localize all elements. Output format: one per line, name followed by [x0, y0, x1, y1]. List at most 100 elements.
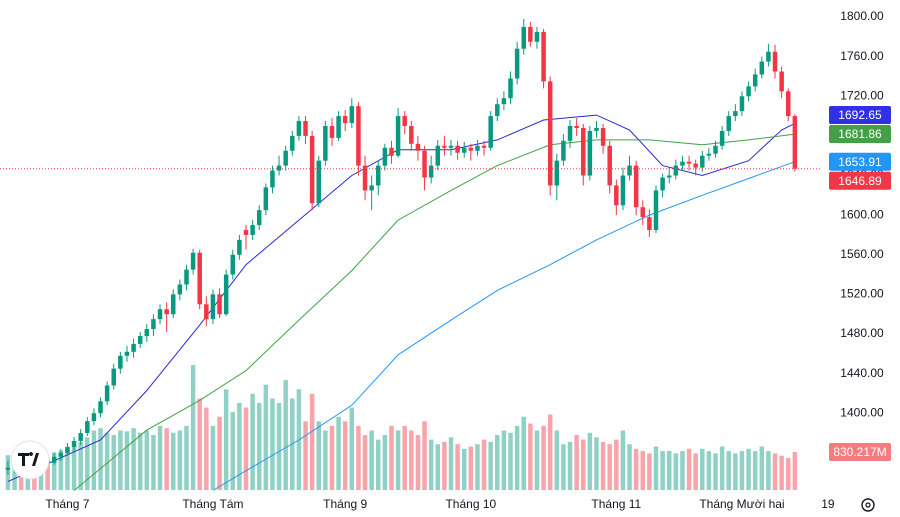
volume-bar	[217, 416, 222, 490]
volume-bar	[336, 416, 341, 490]
tradingview-logo[interactable]	[10, 440, 50, 480]
candle-body	[5, 467, 11, 470]
volume-bar	[574, 435, 579, 490]
settings-icon[interactable]	[861, 498, 875, 512]
candle-body	[581, 127, 586, 176]
volume-bar	[600, 441, 606, 490]
moving-average-line	[7, 114, 796, 483]
candle-body	[607, 145, 612, 186]
candle-body	[719, 130, 725, 146]
candle-body	[600, 127, 606, 146]
volume-bar	[58, 450, 64, 490]
candle-body	[276, 165, 282, 171]
candle-body	[78, 433, 83, 441]
candle-body	[91, 413, 97, 422]
volume-bar	[719, 446, 725, 490]
y-tick-label: 1560.00	[840, 247, 884, 261]
y-tick-label: 1440.00	[840, 366, 884, 380]
ma-value-badge-text: 1653.91	[838, 155, 882, 169]
candle-body	[137, 335, 143, 344]
volume-bar	[323, 430, 328, 490]
volume-bar	[329, 425, 335, 490]
candle-body	[653, 190, 659, 230]
candle-body	[104, 385, 110, 402]
candle-body	[435, 145, 441, 166]
volume-bar	[204, 407, 209, 490]
volume-bar	[303, 421, 308, 490]
volume-bar	[131, 428, 136, 490]
volume-bar	[733, 453, 738, 490]
candle-body	[65, 446, 70, 453]
volume-bar	[362, 435, 368, 490]
volume-bar	[71, 446, 77, 490]
volume-bar	[210, 425, 216, 490]
volume-bar	[700, 448, 705, 490]
volume-bar	[91, 430, 97, 490]
candle-body	[752, 74, 758, 87]
candle-body	[541, 31, 546, 82]
candle-body	[448, 145, 454, 148]
candle-body	[561, 140, 566, 161]
volume-bar	[627, 444, 632, 490]
candle-body	[594, 127, 599, 131]
volume-bar	[746, 448, 751, 490]
volume-bar	[415, 435, 421, 490]
candle-body	[230, 254, 236, 275]
candle-body	[85, 421, 90, 434]
candle-body	[567, 125, 573, 141]
candle-body	[223, 274, 229, 315]
volume-bar	[309, 393, 315, 490]
volume-bar	[184, 425, 189, 490]
volume-bar	[633, 448, 639, 490]
candle-body	[409, 125, 414, 144]
volume-bar	[389, 425, 394, 490]
volume-bar	[197, 398, 202, 490]
volume-bar	[263, 384, 269, 490]
volume-bar	[647, 453, 652, 490]
candle-body	[98, 401, 103, 414]
volume-bar	[488, 441, 493, 490]
volume-bar	[85, 437, 90, 490]
candle-body	[706, 153, 712, 156]
volume-bar	[779, 455, 784, 490]
candle-body	[210, 294, 216, 320]
volume-bar	[547, 414, 553, 490]
volume-bar	[151, 435, 156, 490]
volume-bar	[177, 430, 183, 490]
volume-bar	[164, 428, 169, 490]
last-price-badge-text: 1646.89	[838, 174, 882, 188]
volume-bar	[521, 416, 526, 490]
y-tick-label: 1520.00	[840, 287, 884, 301]
volume-bar	[713, 453, 718, 490]
candle-body	[726, 116, 731, 131]
candle-body	[336, 116, 341, 138]
volume-bar	[442, 441, 447, 490]
candle-body	[362, 165, 368, 191]
candle-body	[309, 135, 315, 204]
candle-body	[323, 125, 328, 161]
volume-bar	[660, 451, 665, 490]
volume-bar	[501, 430, 507, 490]
candle-body	[389, 147, 394, 156]
candle-body	[349, 106, 355, 124]
candle-body	[290, 135, 295, 151]
volume-bar	[144, 430, 150, 490]
y-tick-label: 1600.00	[840, 207, 884, 221]
volume-bar	[739, 451, 745, 490]
candle-body	[296, 121, 302, 136]
volume-bar	[45, 457, 50, 490]
candle-body	[124, 351, 130, 356]
volume-badge	[829, 442, 891, 461]
candle-body	[647, 217, 652, 230]
candle-body	[680, 161, 685, 166]
volume-badge-text: 830.217M	[833, 445, 886, 459]
ma-value-badge	[829, 152, 891, 171]
candle-body	[382, 147, 388, 166]
volume-bar	[376, 439, 381, 490]
volume-bar	[640, 451, 646, 490]
volume-bar	[726, 451, 731, 490]
volume-bar	[455, 444, 460, 490]
volume-bar	[270, 398, 275, 490]
